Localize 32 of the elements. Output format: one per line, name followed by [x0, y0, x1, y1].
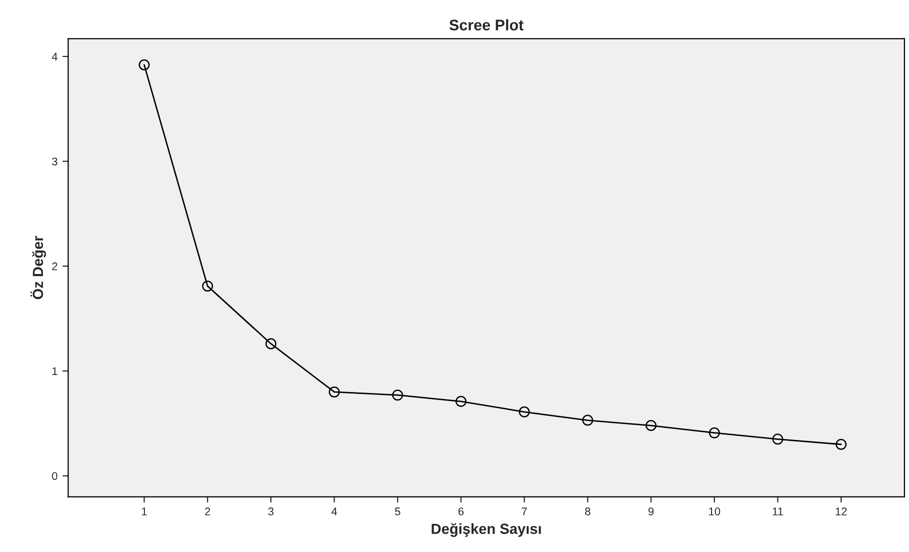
point — [708, 427, 720, 438]
x-tick-label: 10 — [709, 508, 720, 516]
y-tick-label: 2 — [52, 262, 58, 270]
y-tick-label: 3 — [52, 158, 58, 166]
x-tick-label: 9 — [648, 508, 654, 516]
x-tick-label: 7 — [522, 508, 527, 516]
x-tick-label: 12 — [836, 508, 847, 516]
x-tick-label: 1 — [142, 508, 147, 516]
x-tick-label: 3 — [268, 508, 274, 516]
x-axis-title: Değişken Sayısı — [432, 523, 541, 537]
point — [772, 434, 784, 445]
y-tick-label: 1 — [52, 367, 58, 376]
point — [138, 59, 150, 70]
chart-title: Scree Plot — [449, 19, 524, 30]
point — [518, 406, 530, 418]
y-tick-label: 0 — [52, 472, 58, 480]
point — [328, 386, 340, 398]
point — [646, 420, 657, 431]
x-tick-label: 8 — [585, 508, 590, 516]
point — [455, 396, 466, 407]
point — [392, 390, 404, 401]
point — [836, 438, 847, 450]
x-tick-label: 2 — [205, 508, 210, 516]
x-tick-label: 11 — [772, 508, 783, 516]
point — [265, 338, 276, 350]
x-tick-label: 4 — [331, 508, 338, 516]
y-axis-title: Öz Değer — [30, 236, 46, 300]
y-tick-label: 4 — [52, 52, 58, 60]
point — [582, 414, 594, 426]
x-tick-label: 5 — [394, 508, 400, 516]
x-tick-label: 6 — [458, 508, 464, 516]
point — [202, 280, 214, 292]
